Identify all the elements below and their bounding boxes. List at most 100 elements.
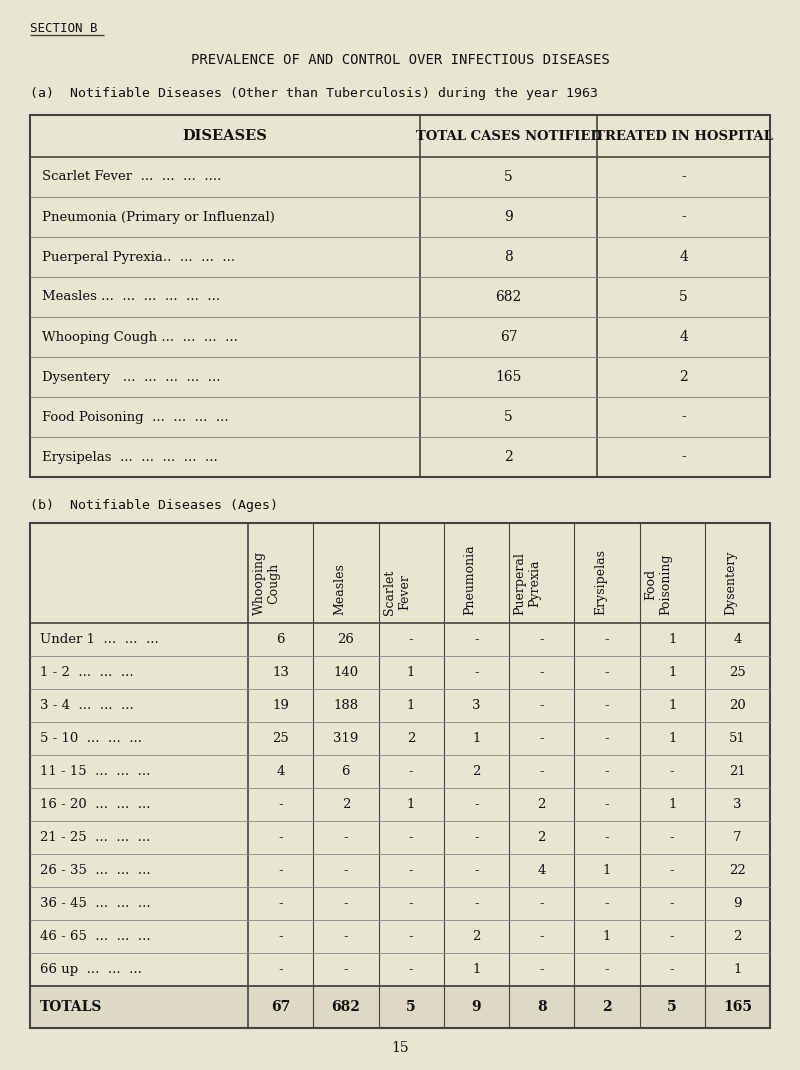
Text: 1: 1 [407, 699, 415, 712]
Text: -: - [474, 863, 478, 877]
Text: -: - [539, 666, 544, 679]
Text: 7: 7 [733, 831, 742, 844]
Text: -: - [605, 765, 609, 778]
Text: 682: 682 [495, 290, 522, 304]
Text: -: - [343, 897, 348, 910]
Text: -: - [539, 930, 544, 943]
Text: 2: 2 [733, 930, 742, 943]
Text: -: - [343, 831, 348, 844]
Text: -: - [474, 897, 478, 910]
Text: -: - [409, 963, 414, 976]
Text: Pneumonia: Pneumonia [463, 545, 476, 615]
Text: Scarlet
Fever: Scarlet Fever [383, 569, 411, 615]
Text: -: - [539, 897, 544, 910]
Text: -: - [605, 798, 609, 811]
Text: 1: 1 [668, 732, 676, 745]
Text: -: - [474, 831, 478, 844]
Text: 4: 4 [277, 765, 285, 778]
Text: 5: 5 [406, 1000, 416, 1014]
Bar [30, 114, 770, 477]
Text: -: - [539, 699, 544, 712]
Bar [30, 985, 770, 1028]
Text: -: - [681, 450, 686, 464]
Text: 9: 9 [733, 897, 742, 910]
Text: -: - [409, 863, 414, 877]
Text: -: - [670, 831, 674, 844]
Text: 1: 1 [602, 930, 611, 943]
Text: -: - [343, 963, 348, 976]
Text: 1: 1 [472, 963, 481, 976]
Text: 2: 2 [472, 765, 481, 778]
Text: -: - [605, 963, 609, 976]
Text: Whooping
Cough: Whooping Cough [253, 551, 281, 615]
Text: -: - [670, 897, 674, 910]
Text: TOTALS: TOTALS [40, 1000, 102, 1014]
Text: -: - [409, 897, 414, 910]
Text: -: - [605, 831, 609, 844]
Text: 1: 1 [472, 732, 481, 745]
Text: -: - [681, 210, 686, 224]
Text: -: - [409, 831, 414, 844]
Text: -: - [670, 963, 674, 976]
Text: 2: 2 [472, 930, 481, 943]
Text: (b)  Notifiable Diseases (Ages): (b) Notifiable Diseases (Ages) [30, 499, 278, 511]
Text: 1: 1 [668, 798, 676, 811]
Text: -: - [278, 963, 283, 976]
Text: SECTION B: SECTION B [30, 21, 98, 34]
Text: 51: 51 [729, 732, 746, 745]
Text: 319: 319 [333, 732, 358, 745]
Text: 26 - 35  ...  ...  ...: 26 - 35 ... ... ... [40, 863, 150, 877]
Text: Food Poisoning  ...  ...  ...  ...: Food Poisoning ... ... ... ... [42, 411, 229, 424]
Text: Under 1  ...  ...  ...: Under 1 ... ... ... [40, 633, 158, 646]
Text: 3: 3 [733, 798, 742, 811]
Text: -: - [474, 798, 478, 811]
Text: 11 - 15  ...  ...  ...: 11 - 15 ... ... ... [40, 765, 150, 778]
Text: -: - [278, 798, 283, 811]
Text: 21: 21 [729, 765, 746, 778]
Text: Puerperal Pyrexia..  ...  ...  ...: Puerperal Pyrexia.. ... ... ... [42, 250, 235, 263]
Text: 5: 5 [504, 410, 513, 424]
Text: 67: 67 [271, 1000, 290, 1014]
Text: 9: 9 [504, 210, 513, 224]
Text: Erysipelas: Erysipelas [594, 549, 607, 615]
Text: 20: 20 [729, 699, 746, 712]
Text: DISEASES: DISEASES [182, 129, 267, 143]
Text: 13: 13 [272, 666, 289, 679]
Text: -: - [605, 897, 609, 910]
Text: 1 - 2  ...  ...  ...: 1 - 2 ... ... ... [40, 666, 134, 679]
Text: 16 - 20  ...  ...  ...: 16 - 20 ... ... ... [40, 798, 150, 811]
Text: Scarlet Fever  ...  ...  ...  ....: Scarlet Fever ... ... ... .... [42, 170, 222, 183]
Text: 66 up  ...  ...  ...: 66 up ... ... ... [40, 963, 142, 976]
Text: 8: 8 [504, 250, 513, 264]
Text: 67: 67 [500, 330, 518, 343]
Text: -: - [474, 633, 478, 646]
Text: Pneumonia (Primary or Influenzal): Pneumonia (Primary or Influenzal) [42, 211, 275, 224]
Text: -: - [670, 930, 674, 943]
Text: -: - [278, 930, 283, 943]
Text: 25: 25 [729, 666, 746, 679]
Text: 19: 19 [272, 699, 289, 712]
Text: 1: 1 [668, 699, 676, 712]
Text: 2: 2 [602, 1000, 612, 1014]
Text: -: - [474, 666, 478, 679]
Text: -: - [539, 963, 544, 976]
Text: 9: 9 [471, 1000, 481, 1014]
Text: -: - [539, 732, 544, 745]
Text: -: - [605, 732, 609, 745]
Text: 25: 25 [272, 732, 289, 745]
Text: -: - [605, 666, 609, 679]
Text: 3: 3 [472, 699, 481, 712]
Text: (a)  Notifiable Diseases (Other than Tuberculosis) during the year 1963: (a) Notifiable Diseases (Other than Tube… [30, 88, 598, 101]
Text: -: - [278, 831, 283, 844]
Text: 1: 1 [602, 863, 611, 877]
Text: -: - [409, 930, 414, 943]
Text: 2: 2 [407, 732, 415, 745]
Text: -: - [409, 765, 414, 778]
Text: -: - [670, 863, 674, 877]
Text: Puerperal
Pyrexia: Puerperal Pyrexia [514, 552, 542, 615]
Text: 5: 5 [504, 170, 513, 184]
Text: Food
Poisoning: Food Poisoning [644, 553, 672, 615]
Text: 22: 22 [729, 863, 746, 877]
Text: -: - [605, 633, 609, 646]
Text: 4: 4 [679, 250, 688, 264]
